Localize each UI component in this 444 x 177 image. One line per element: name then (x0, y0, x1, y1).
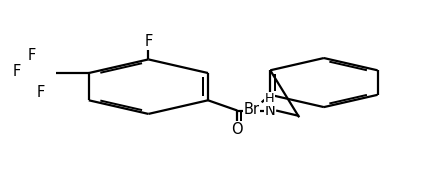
Text: F: F (144, 34, 153, 49)
Text: O: O (231, 122, 243, 137)
Text: N: N (265, 103, 275, 118)
Text: H: H (265, 92, 275, 105)
Text: F: F (28, 48, 36, 64)
Text: F: F (36, 85, 45, 100)
Text: Br: Br (243, 102, 259, 117)
Text: F: F (12, 64, 21, 79)
